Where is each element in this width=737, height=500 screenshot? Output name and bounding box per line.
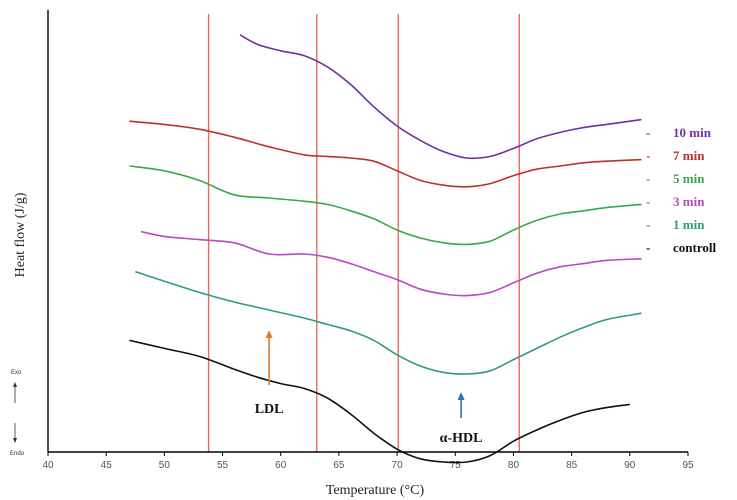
series-line-10-min [239, 34, 642, 160]
annotation-arrow-head [457, 392, 465, 400]
x-tick-label: 80 [508, 460, 520, 471]
legend-marker: - [646, 194, 650, 209]
x-tick-label: 75 [450, 460, 462, 471]
annotations: LDL α-HDL [255, 330, 483, 446]
reference-lines [207, 14, 520, 452]
x-tick-label: 40 [42, 460, 54, 471]
series-line-controll [129, 339, 630, 464]
legend-label: 10 min [673, 125, 712, 140]
legend-marker: - [646, 171, 650, 186]
series-line-5-min [129, 165, 642, 246]
legend-label: 5 min [673, 171, 705, 186]
x-tick-label: 50 [159, 460, 171, 471]
legend-label: 3 min [673, 194, 705, 209]
endo-arrow-head [13, 438, 17, 443]
series-line-7-min [129, 120, 642, 188]
legend-label: controll [673, 240, 716, 255]
x-tick-label: 45 [101, 460, 113, 471]
legend: - 10 min - 7 min - 5 min - 3 min - 1 min - controll [646, 125, 716, 255]
annotation-label: α-HDL [440, 431, 483, 446]
legend-marker: - [646, 217, 650, 232]
axes [47, 10, 688, 453]
x-tick-label: 65 [333, 460, 345, 471]
x-axis-title: Temperature (°C) [326, 483, 425, 498]
x-tick-label: 60 [275, 460, 287, 471]
legend-marker: - [646, 125, 650, 140]
legend-label: 7 min [673, 148, 705, 163]
x-tick-label: 85 [566, 460, 578, 471]
x-tick-label: 55 [217, 460, 229, 471]
endo-label: Endo [10, 451, 25, 457]
x-tick-label: 70 [392, 460, 404, 471]
series-lines [129, 34, 642, 464]
legend-marker: - [646, 240, 650, 255]
series-line-1-min [135, 270, 642, 375]
legend-marker: - [646, 148, 650, 163]
x-ticks: 40 45 50 55 60 65 70 75 80 85 90 95 [42, 452, 694, 471]
annotation-arrow-head [265, 330, 273, 338]
exo-arrow-head [13, 382, 17, 387]
series-line-3-min [140, 230, 642, 297]
legend-label: 1 min [673, 217, 705, 232]
annotation-label: LDL [255, 402, 284, 417]
exo-label: Exo [11, 370, 22, 376]
x-tick-label: 95 [682, 460, 694, 471]
x-tick-label: 90 [624, 460, 636, 471]
y-axis-title: Heat flow (J/g) [13, 192, 28, 277]
